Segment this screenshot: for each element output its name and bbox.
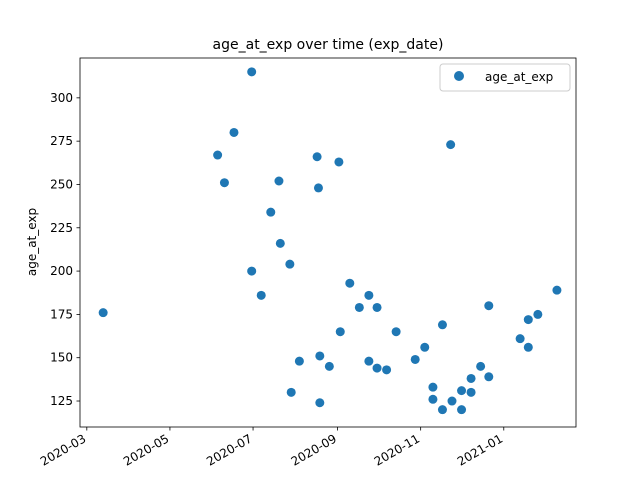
data-point-27 [391, 327, 401, 337]
x-tick-label: 2020-11 [372, 431, 422, 468]
data-point-25 [372, 363, 382, 373]
data-point-35 [447, 396, 457, 406]
data-point-40 [476, 361, 486, 371]
data-point-6 [256, 290, 266, 300]
data-point-45 [523, 342, 533, 352]
y-axis-label: age_at_exp [25, 208, 39, 276]
data-point-18 [334, 157, 344, 167]
data-point-11 [286, 387, 296, 397]
data-point-4 [247, 67, 257, 77]
data-point-32 [437, 320, 447, 330]
data-point-38 [466, 373, 476, 383]
y-tick-label: 250 [50, 177, 73, 191]
data-point-10 [285, 259, 295, 269]
axes: 2020-03 2020-05 2020-07 2020-09 2020-11 2021-… [38, 57, 577, 469]
y-tick-label: 150 [50, 351, 73, 365]
data-point-3 [229, 127, 239, 137]
x-tick-label: 2021-01 [455, 431, 505, 468]
data-point-47 [552, 285, 562, 295]
data-point-46 [533, 309, 543, 319]
plot-frame [79, 57, 577, 428]
data-point-12 [294, 356, 304, 366]
data-point-16 [315, 398, 325, 408]
data-point-41 [484, 301, 494, 311]
data-point-9 [275, 238, 285, 248]
y-tick-label: 300 [50, 91, 73, 105]
legend-marker [454, 71, 464, 81]
data-point-42 [484, 372, 494, 382]
data-point-29 [420, 342, 430, 352]
data-point-44 [523, 315, 533, 325]
x-tick-label: 2020-03 [38, 431, 88, 468]
data-point-26 [382, 365, 392, 375]
data-point-13 [312, 152, 322, 162]
data-point-0 [98, 308, 108, 318]
y-tick-label: 175 [50, 307, 73, 321]
data-point-20 [345, 278, 355, 288]
x-tick-label: 2020-09 [289, 431, 339, 468]
data-point-23 [364, 356, 374, 366]
legend: age_at_exp [439, 63, 571, 92]
data-point-33 [437, 405, 447, 415]
data-point-7 [266, 207, 276, 217]
data-point-14 [313, 183, 323, 193]
y-tick-label: 225 [50, 221, 73, 235]
y-tick-label: 125 [50, 394, 73, 408]
legend-label: age_at_exp [485, 70, 553, 84]
data-point-28 [410, 354, 420, 364]
data-point-1 [213, 150, 223, 160]
data-point-21 [354, 302, 364, 312]
data-point-36 [457, 386, 467, 396]
data-point-37 [457, 405, 467, 415]
y-tick-label: 275 [50, 134, 73, 148]
data-point-24 [372, 302, 382, 312]
data-point-19 [335, 327, 345, 337]
data-point-5 [247, 266, 257, 276]
data-point-30 [428, 382, 438, 392]
data-point-8 [274, 176, 284, 186]
data-point-43 [515, 334, 525, 344]
x-tick-label: 2020-05 [121, 431, 171, 468]
data-points [98, 67, 562, 415]
legend-box [439, 63, 571, 92]
data-point-34 [446, 140, 456, 150]
data-point-31 [428, 394, 438, 404]
data-point-17 [324, 361, 334, 371]
data-point-15 [315, 351, 325, 361]
data-point-2 [219, 178, 229, 188]
data-point-39 [466, 387, 476, 397]
x-tick-label: 2020-07 [204, 431, 254, 468]
chart-title: age_at_exp over time (exp_date) [213, 37, 444, 53]
data-point-22 [364, 290, 374, 300]
y-tick-label: 200 [50, 264, 73, 278]
